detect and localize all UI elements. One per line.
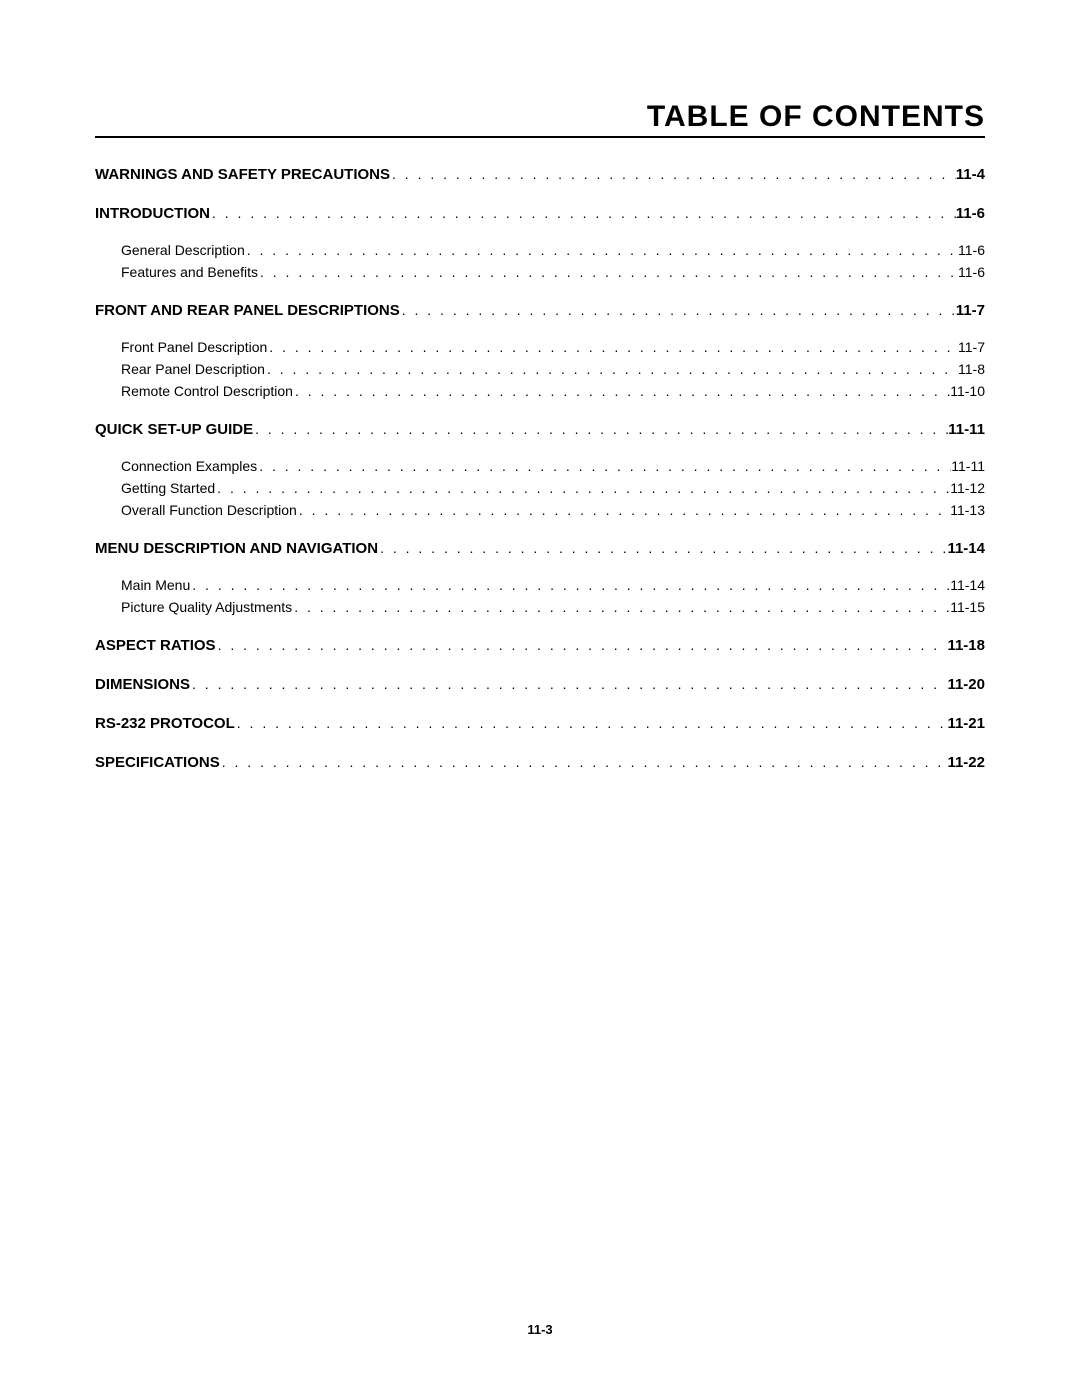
toc-sub-page: 11-15	[950, 599, 985, 615]
toc-section-page: 11-18	[947, 637, 985, 654]
toc-section-page: 11-21	[947, 715, 985, 732]
toc-leader	[190, 577, 950, 593]
toc-section-page: 11-14	[947, 540, 985, 557]
toc-sub-group: General Description11-6Features and Bene…	[95, 242, 985, 280]
toc-sub-label: Picture Quality Adjustments	[121, 599, 292, 615]
toc-sub-group: Front Panel Description 11-7 Rear Panel De…	[95, 339, 985, 399]
toc-leader	[215, 480, 950, 496]
toc-section: MENU DESCRIPTION AND NAVIGATION 11-14	[95, 540, 985, 557]
toc-sub-label: Front Panel Description	[121, 339, 267, 355]
toc-sub-page: 11-14	[950, 577, 985, 593]
toc-section: FRONT AND REAR PANEL DESCRIPTIONS 11-7	[95, 302, 985, 319]
toc-section-label: DIMENSIONS	[95, 676, 190, 693]
toc-sub-label: Overall Function Description	[121, 502, 297, 518]
page-body: TABLE OF CONTENTS WARNINGS AND SAFETY PR…	[0, 0, 1080, 771]
toc-section-label: ASPECT RATIOS	[95, 637, 216, 654]
toc-sub: Main Menu 11-14	[95, 577, 985, 593]
toc-sub: Overall Function Description 11-13	[95, 502, 985, 518]
toc-section-label: SPECIFICATIONS	[95, 754, 220, 771]
toc-leader	[253, 421, 948, 437]
table-of-contents: WARNINGS AND SAFETY PRECAUTIONS 11-4 INTRO…	[95, 166, 985, 771]
toc-section-label: RS-232 PROTOCOL	[95, 715, 235, 732]
toc-sub-group: Connection Examples 11-11 Getting Started 1…	[95, 458, 985, 518]
toc-sub: Remote Control Description 11-10	[95, 383, 985, 399]
toc-section: INTRODUCTION 11-6	[95, 205, 985, 222]
toc-sub-label: Main Menu	[121, 577, 190, 593]
toc-section: SPECIFICATIONS 11-22	[95, 754, 985, 771]
toc-section-label: WARNINGS AND SAFETY PRECAUTIONS	[95, 166, 390, 183]
toc-section-page: 11-7	[956, 302, 985, 319]
toc-section-label: MENU DESCRIPTION AND NAVIGATION	[95, 540, 378, 557]
toc-leader	[210, 205, 956, 221]
toc-section-page: 11-20	[947, 676, 985, 693]
page-footer: 11-3	[0, 1322, 1080, 1337]
toc-leader	[293, 383, 950, 399]
toc-leader	[245, 242, 958, 258]
toc-section-page: 11-6	[956, 205, 985, 222]
toc-leader	[292, 599, 950, 615]
toc-leader	[235, 715, 948, 731]
toc-sub-page: 11-13	[950, 502, 985, 518]
toc-sub-page: 11-6	[958, 264, 985, 280]
toc-section: WARNINGS AND SAFETY PRECAUTIONS 11-4	[95, 166, 985, 183]
toc-sub-page: 11-8	[958, 361, 985, 377]
toc-sub-label: Rear Panel Description	[121, 361, 265, 377]
toc-sub-page: 11-7	[958, 339, 985, 355]
toc-sub: Rear Panel Description 11-8	[95, 361, 985, 377]
title-container: TABLE OF CONTENTS	[95, 100, 985, 138]
toc-leader	[220, 754, 948, 770]
toc-sub-label: Features and Benefits	[121, 264, 258, 280]
toc-section: ASPECT RATIOS 11-18	[95, 637, 985, 654]
toc-sub-page: 11-10	[950, 383, 985, 399]
toc-sub-page: 11-6	[958, 242, 985, 258]
toc-sub-label: Connection Examples	[121, 458, 257, 474]
toc-section-page: 11-22	[947, 754, 985, 771]
toc-sub-group: Main Menu 11-14 Picture Quality Adjustment…	[95, 577, 985, 615]
toc-leader	[258, 264, 958, 280]
toc-sub: General Description 11-6	[95, 242, 985, 258]
toc-sub: Getting Started 11-12	[95, 480, 985, 496]
toc-leader	[390, 166, 956, 182]
toc-section-page: 11-11	[948, 421, 985, 438]
toc-sub-label: Getting Started	[121, 480, 215, 496]
toc-section-label: QUICK SET-UP GUIDE	[95, 421, 253, 438]
page-title: TABLE OF CONTENTS	[647, 100, 985, 133]
toc-sub: Picture Quality Adjustments 11-15	[95, 599, 985, 615]
toc-sub-label: General Description	[121, 242, 245, 258]
toc-sub: Front Panel Description 11-7	[95, 339, 985, 355]
toc-sub: Connection Examples 11-11	[95, 458, 985, 474]
toc-section-label: FRONT AND REAR PANEL DESCRIPTIONS	[95, 302, 400, 319]
toc-leader	[257, 458, 951, 474]
toc-leader	[400, 302, 956, 318]
toc-section: QUICK SET-UP GUIDE 11-11	[95, 421, 985, 438]
toc-sub-page: 11-11	[951, 458, 985, 474]
toc-leader	[297, 502, 950, 518]
toc-sub: Features and Benefits 11-6	[95, 264, 985, 280]
toc-section-label: INTRODUCTION	[95, 205, 210, 222]
toc-leader	[267, 339, 958, 355]
toc-leader	[378, 540, 947, 556]
toc-section: DIMENSIONS 11-20	[95, 676, 985, 693]
toc-sub-label: Remote Control Description	[121, 383, 293, 399]
toc-sub-page: 11-12	[950, 480, 985, 496]
toc-section: RS-232 PROTOCOL 11-21	[95, 715, 985, 732]
toc-leader	[265, 361, 958, 377]
toc-leader	[190, 676, 947, 692]
toc-section-page: 11-4	[956, 166, 985, 183]
toc-leader	[216, 637, 948, 653]
